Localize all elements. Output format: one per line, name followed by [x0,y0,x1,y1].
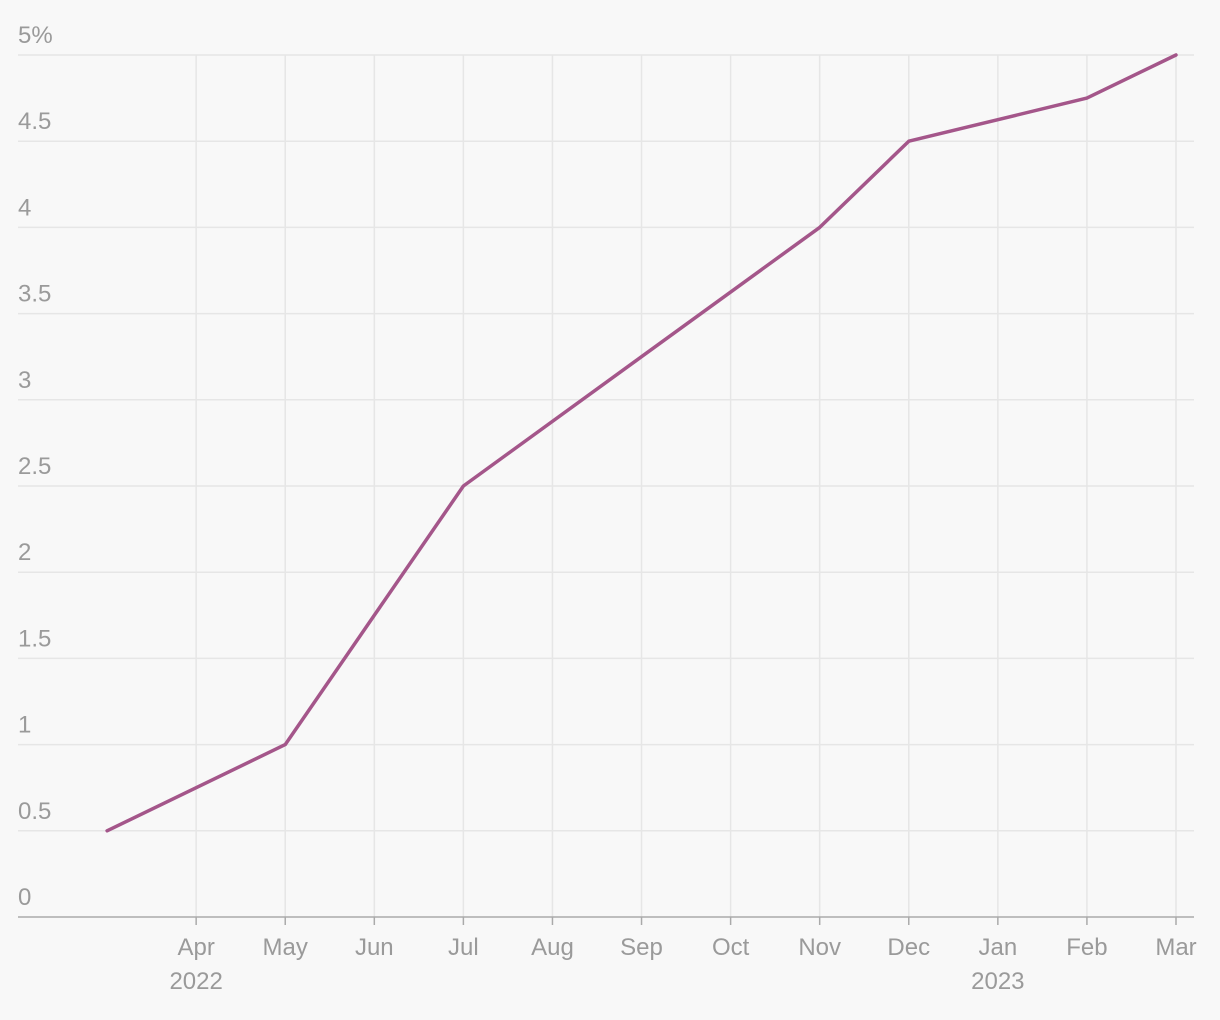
x-tick-label: Dec [887,934,930,961]
y-tick-label: 3.5 [18,281,51,308]
x-tick-label: Nov [798,934,841,961]
x-tick-label: Jan [978,934,1017,961]
x-tick-label: Feb [1066,934,1107,961]
x-tick-label: Apr [177,934,214,961]
x-year-label: 2022 [169,968,222,995]
y-tick-label: 4 [18,194,31,221]
x-tick-label: Oct [712,934,750,961]
x-tick-label: Jul [448,934,479,961]
data-line [105,53,1178,833]
y-tick-label: 0 [18,884,31,911]
x-tick-label: Sep [620,934,663,961]
x-tick-label: Mar [1155,934,1196,961]
y-tick-label: 5% [18,22,53,49]
y-tick-label: 1.5 [18,625,51,652]
y-tick-label: 4.5 [18,108,51,135]
x-year-label: 2023 [971,968,1024,995]
x-tick-label: May [263,934,308,961]
x-tick-label: Jun [355,934,394,961]
x-tick-label: Aug [531,934,574,961]
y-tick-label: 3 [18,367,31,394]
y-tick-label: 2 [18,539,31,566]
y-tick-label: 1 [18,712,31,739]
y-tick-label: 0.5 [18,798,51,825]
y-tick-label: 2.5 [18,453,51,480]
